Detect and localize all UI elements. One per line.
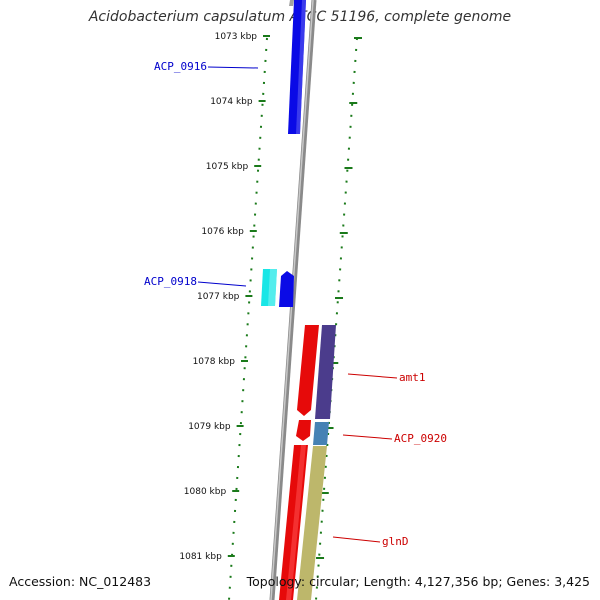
gene-glnD[interactable] xyxy=(297,446,327,600)
scale-ticks-right xyxy=(316,37,362,559)
gene-red-highlight xyxy=(286,445,306,600)
accession-text: Accession: NC_012483 xyxy=(9,574,152,589)
scale-label: 1076 kbp xyxy=(201,227,244,237)
outer-ring-left xyxy=(228,37,268,600)
gene-acp0920[interactable] xyxy=(313,422,329,445)
gene-features xyxy=(261,0,336,600)
scale-label: 1078 kbp xyxy=(193,357,236,367)
gene-acp0916-shade xyxy=(296,0,306,134)
leader-amt1 xyxy=(347,373,398,379)
leader-glnD xyxy=(332,536,381,543)
scale-label: 1074 kbp xyxy=(210,97,253,107)
scale-label: 1073 kbp xyxy=(215,32,258,42)
label-glnD[interactable]: glnD xyxy=(382,535,409,548)
label-acp0920[interactable]: ACP_0920 xyxy=(394,432,447,445)
genome-summary-text: Topology: circular; Length: 4,127,356 bp… xyxy=(246,574,590,589)
scale-label: 1080 kbp xyxy=(184,487,227,497)
gene-acp0918[interactable] xyxy=(279,271,294,307)
label-amt1[interactable]: amt1 xyxy=(399,371,426,384)
scale-label: 1077 kbp xyxy=(197,292,240,302)
gene-red-2[interactable] xyxy=(296,420,311,441)
leader-acp0918 xyxy=(197,281,247,287)
gene-amt1[interactable] xyxy=(315,325,336,419)
outer-ring-right xyxy=(315,37,358,600)
scale-label: 1075 kbp xyxy=(206,162,249,172)
label-acp0916[interactable]: ACP_0916 xyxy=(154,60,207,73)
label-leaders xyxy=(197,66,398,543)
scale-label: 1081 kbp xyxy=(179,552,222,562)
scale-labels: 1073 kbp 1074 kbp 1075 kbp 1076 kbp 1077 kbp… xyxy=(179,32,257,562)
gene-top-grey xyxy=(289,0,294,6)
gene-cyan-shade xyxy=(268,269,277,306)
scale-label: 1079 kbp xyxy=(188,422,231,432)
scale-ticks-left xyxy=(227,35,270,557)
leader-acp0920 xyxy=(342,434,393,440)
gene-red-1[interactable] xyxy=(297,325,319,416)
label-acp0918[interactable]: ACP_0918 xyxy=(144,275,197,288)
leader-acp0916 xyxy=(207,66,259,69)
